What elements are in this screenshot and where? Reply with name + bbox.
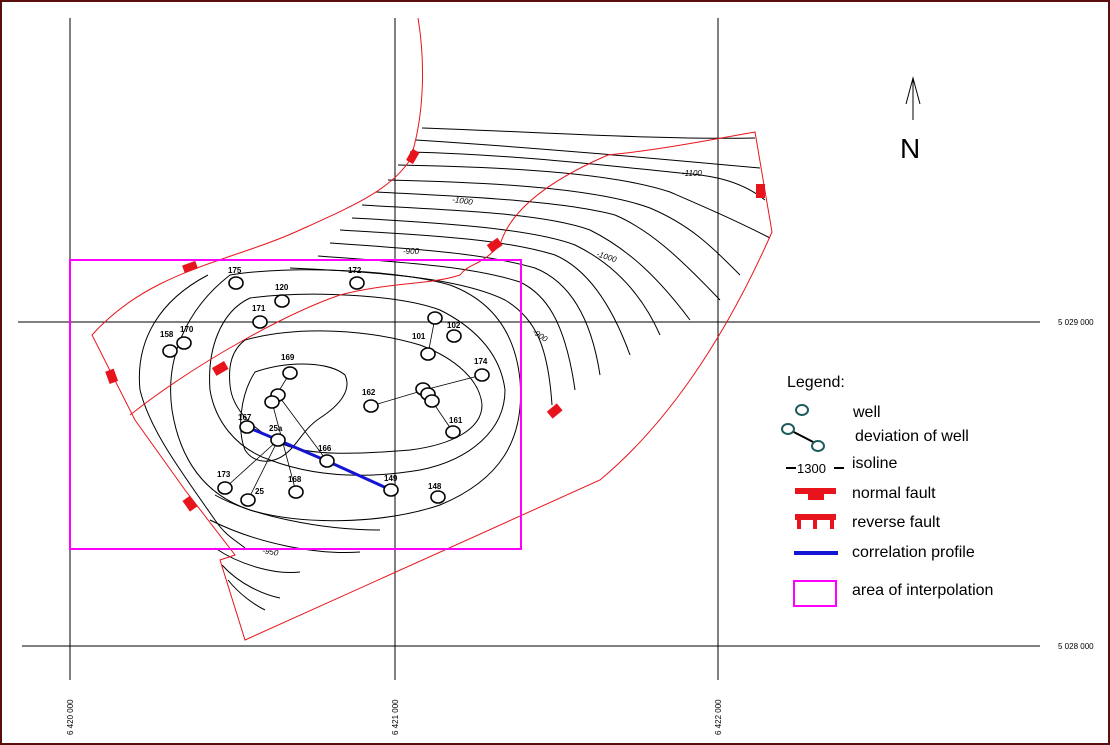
well-label: 172 xyxy=(348,266,362,275)
coord-y-label: 5 029 000 xyxy=(1058,318,1094,327)
well-marker[interactable] xyxy=(217,481,233,495)
well-label: 166 xyxy=(318,444,332,453)
well-marker[interactable] xyxy=(363,399,379,413)
isoline-label: -1000 xyxy=(452,195,474,207)
legend: Legend: well deviation of well 1300 isol… xyxy=(781,374,993,607)
normal-fault-markers xyxy=(105,148,765,512)
well-marker[interactable] xyxy=(176,336,192,350)
coord-x-label: 6 420 000 xyxy=(66,699,75,735)
well-marker[interactable] xyxy=(383,483,399,497)
well-label: 161 xyxy=(449,416,463,425)
well-marker[interactable] xyxy=(349,276,365,290)
well-marker[interactable] xyxy=(162,344,178,358)
well-label: 25 xyxy=(255,487,264,496)
isoline-label: -900 xyxy=(403,247,420,256)
well-marker[interactable] xyxy=(252,315,268,329)
well-label: 162 xyxy=(362,388,376,397)
interpolation-area xyxy=(69,259,522,550)
well-deviations xyxy=(224,317,483,501)
legend-reverse-fault-icon xyxy=(795,514,836,529)
well-marker[interactable] xyxy=(288,485,304,499)
correlation-profile xyxy=(246,425,392,492)
well-label: 120 xyxy=(275,283,289,292)
well-labels: 175 172 120 171 158 170 101 102 169 174 … xyxy=(160,266,488,496)
well-marker[interactable] xyxy=(427,311,443,325)
well-label: 101 xyxy=(412,332,426,341)
well-marker[interactable] xyxy=(270,433,286,447)
legend-deviation-icon xyxy=(781,423,825,452)
isoline-label: -950 xyxy=(262,546,280,558)
legend-area-icon xyxy=(793,580,837,607)
well-marker[interactable] xyxy=(274,294,290,308)
well-label: 149 xyxy=(384,474,398,483)
well-label: 174 xyxy=(474,357,488,366)
well-marker[interactable] xyxy=(264,395,280,409)
well-marker[interactable] xyxy=(240,493,256,507)
well-marker[interactable] xyxy=(319,454,335,468)
well-marker[interactable] xyxy=(445,425,461,439)
well-label: 170 xyxy=(180,325,194,334)
well-marker[interactable] xyxy=(420,347,436,361)
legend-normal-fault-icon xyxy=(795,488,836,500)
legend-title: Legend: xyxy=(787,374,845,391)
well-label: 102 xyxy=(447,321,461,330)
well-marker[interactable] xyxy=(239,420,255,434)
well-marker[interactable] xyxy=(446,329,462,343)
well-label: 25a xyxy=(269,424,283,433)
north-label: N xyxy=(900,133,920,164)
isoline-label: -1000 xyxy=(595,249,618,264)
fault-lines xyxy=(91,17,773,641)
isoline-label: -1100 xyxy=(682,169,702,178)
legend-isoline-label: isoline xyxy=(852,455,897,472)
legend-isoline-sample: 1300 xyxy=(797,461,826,476)
wells xyxy=(162,276,490,507)
well-label: 175 xyxy=(228,266,242,275)
legend-area-label: area of interpolation xyxy=(852,582,993,599)
coord-y-label: 5 028 000 xyxy=(1058,642,1094,651)
well-label: 168 xyxy=(288,475,302,484)
legend-deviation-label: deviation of well xyxy=(855,428,969,445)
well-label: 169 xyxy=(281,353,295,362)
legend-well-icon xyxy=(795,404,809,416)
well-marker[interactable] xyxy=(424,394,440,408)
well-label: 171 xyxy=(252,304,266,313)
well-marker[interactable] xyxy=(282,366,298,380)
north-arrow: N xyxy=(900,76,921,164)
well-label: 158 xyxy=(160,330,174,339)
well-marker[interactable] xyxy=(228,276,244,290)
coord-x-label: 6 421 000 xyxy=(391,699,400,735)
well-label: 173 xyxy=(217,470,231,479)
isolines xyxy=(138,127,771,611)
coord-x-label: 6 422 000 xyxy=(714,699,723,735)
legend-reverse-fault-label: reverse fault xyxy=(852,514,941,531)
legend-normal-fault-label: normal fault xyxy=(852,485,936,502)
well-marker[interactable] xyxy=(430,490,446,504)
legend-well-label: well xyxy=(852,404,881,421)
legend-profile-label: correlation profile xyxy=(852,544,975,561)
well-marker[interactable] xyxy=(474,368,490,382)
well-label: 167 xyxy=(238,413,252,422)
well-label: 148 xyxy=(428,482,442,491)
